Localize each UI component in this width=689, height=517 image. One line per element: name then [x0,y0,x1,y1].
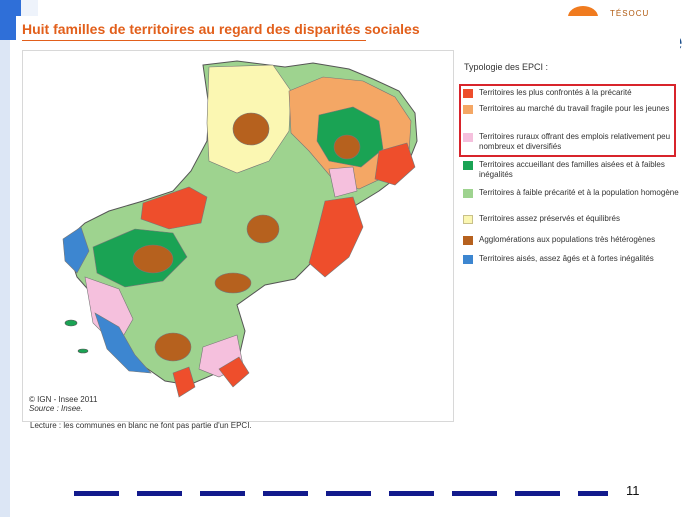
zone-affluent-elderly-vendee [94,312,152,374]
legend-highlight-box [459,84,676,157]
legend-label: Territoires les plus confrontés à la pré… [479,88,632,97]
map-credit: © IGN - Insee 2011 Source : Insee. [29,395,97,413]
island-north [64,319,78,327]
zone-precarity-southeast [218,356,250,388]
footer-dash [452,491,497,496]
footer-dash [326,491,371,496]
legend-label: Territoires assez préservés et équilibré… [479,214,620,223]
footer-dash [515,491,560,496]
legend-title: Typologie des EPCI : [464,62,549,72]
footer-dash [263,491,308,496]
zone-precarity-northwest [140,186,208,230]
zone-affluent-elderly-coast [62,226,90,274]
footer-dash [200,491,245,496]
legend-label: Territoires à faible précarité et à la p… [479,188,679,197]
map-credit-line-1: © IGN - Insee 2011 [29,395,98,404]
legend-label: Territoires au marché du travail fragile… [479,104,670,113]
agglomeration-nantes [132,244,174,274]
legend-swatch [463,89,473,98]
region-map [62,60,418,398]
zone-rural-limited-jobs-west [84,276,134,348]
reading-note: Lecture : les communes en blanc ne font … [30,421,252,430]
legend-swatch [463,215,473,224]
legend-label: Territoires ruraux offrant des emplois r… [479,132,671,151]
legend-label: Territoires aisés, assez âgés et à forte… [479,254,654,263]
footer-dash [137,491,182,496]
legend-swatch [463,255,473,264]
page-number: 11 [626,483,640,498]
zone-precarity-northeast [374,142,416,186]
footer-dash [74,491,119,496]
legend-swatch [463,161,473,170]
zone-precarity-east [308,196,364,278]
map-frame: © IGN - Insee 2011 Source : Insee. [22,50,454,422]
footer-dash [389,491,434,496]
left-decorative-band [0,0,10,517]
island-south [77,348,89,354]
legend-swatch [463,105,473,114]
legend-swatch [463,189,473,198]
agglomeration-le-mans [333,134,361,160]
legend-label: Territoires accueillant des familles ais… [479,160,665,179]
legend-swatch [463,236,473,245]
agglomeration-la-roche [154,332,192,362]
legend-label: Agglomérations aux populations très hété… [479,235,656,244]
footer-dash [578,491,608,496]
map-credit-line-2: Source : Insee. [29,404,83,413]
agglomeration-laval [232,112,270,146]
legend-swatch [463,133,473,142]
agglomeration-cholet [214,272,252,294]
zone-rural-limited-jobs-east [328,166,358,198]
agglomeration-angers [246,214,280,244]
title-underline [22,40,366,41]
zone-precarity-south [172,366,196,398]
logo-top-text: TÉSOCU [610,9,650,18]
slide-title: Huit familles de territoires au regard d… [22,21,420,37]
